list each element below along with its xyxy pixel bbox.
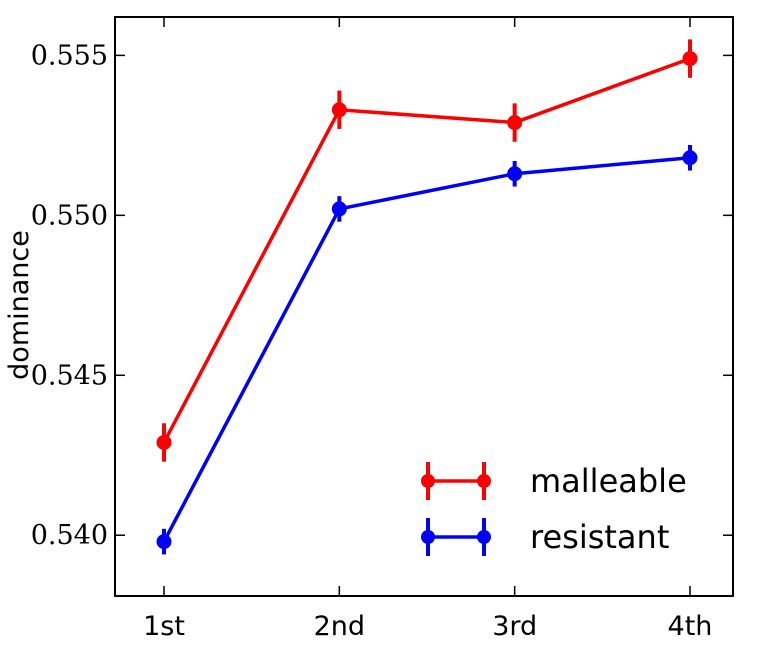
data-point	[507, 115, 523, 131]
legend-marker	[421, 474, 435, 488]
legend-marker	[477, 530, 491, 544]
legend-entry-resistant: resistant	[421, 518, 669, 556]
data-point	[682, 51, 698, 67]
legend-label: malleable	[530, 462, 687, 500]
y-tick-label: 0.555	[31, 40, 108, 71]
y-tick-label: 0.550	[31, 200, 108, 231]
series-layer	[156, 39, 698, 555]
x-tick-label: 1st	[143, 611, 185, 642]
legend-marker	[421, 530, 435, 544]
legend: malleable resistant	[421, 462, 687, 556]
legend-label: resistant	[530, 518, 669, 556]
plot-area	[114, 16, 734, 597]
series-line	[162, 56, 691, 444]
data-point	[682, 150, 698, 166]
axis-ticks: 0.540 0.545 0.550 0.555 1st 2nd 3rd 4th	[31, 17, 733, 642]
data-point	[156, 534, 172, 550]
x-tick-label: 2nd	[314, 611, 365, 642]
x-tick-label: 4th	[668, 611, 713, 642]
y-tick-label: 0.545	[31, 360, 108, 391]
plot-frame	[114, 16, 734, 597]
x-tick-label: 3rd	[492, 611, 537, 642]
data-point	[331, 102, 347, 118]
series-malleable	[156, 39, 698, 462]
series-line	[162, 156, 691, 543]
data-point	[507, 166, 523, 182]
data-point	[331, 201, 347, 217]
data-point	[156, 434, 172, 450]
series-resistant	[156, 144, 698, 555]
legend-entry-malleable: malleable	[421, 462, 687, 500]
y-axis-label: dominance	[4, 230, 35, 380]
y-tick-label: 0.540	[31, 520, 108, 551]
legend-marker	[477, 474, 491, 488]
